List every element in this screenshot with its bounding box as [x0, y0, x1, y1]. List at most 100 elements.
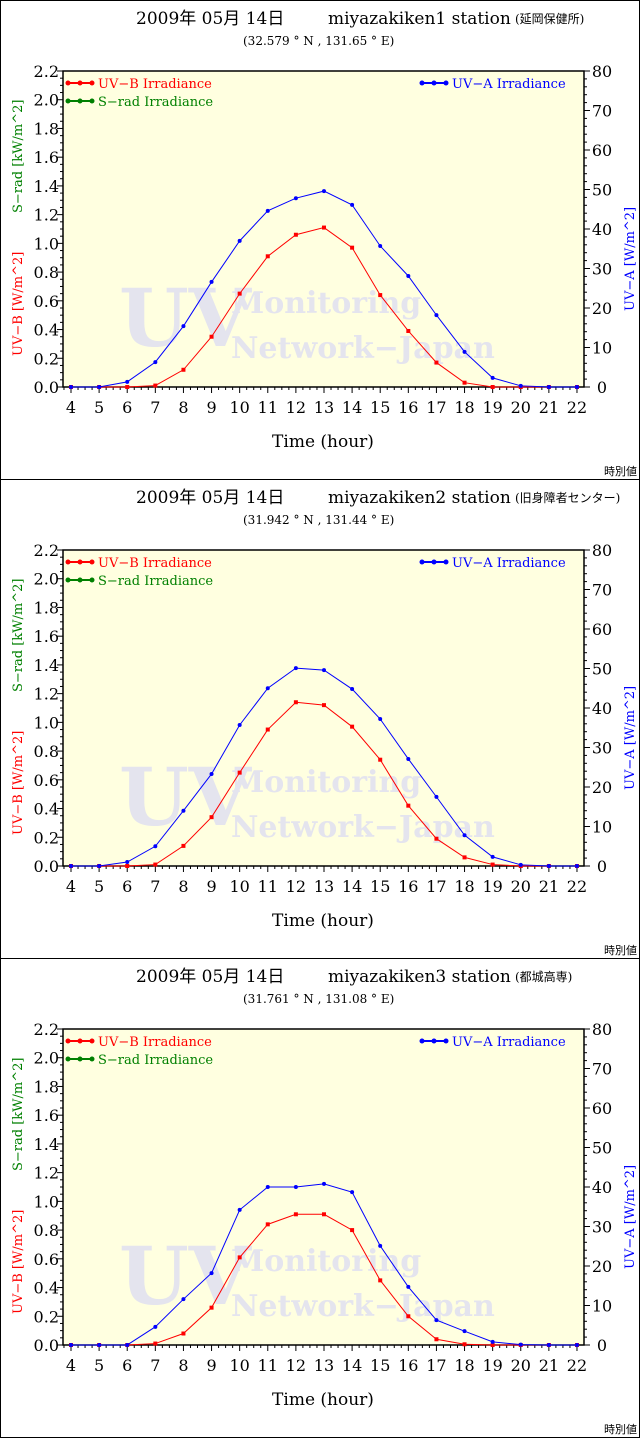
data-point-uvb	[490, 385, 495, 389]
data-point-uvb	[321, 1212, 326, 1217]
y-right-axis-title-uva: UV−A [W/m^2]	[623, 686, 638, 790]
x-tick-label: 19	[482, 398, 502, 417]
station-name: miyazakiken3 station	[328, 967, 511, 987]
y-right-tick-label: 80	[592, 62, 612, 81]
legend-uva-label: UV−A Irradiance	[452, 77, 566, 92]
x-tick-label: 12	[286, 398, 306, 417]
data-point-uvb	[181, 843, 186, 848]
x-tick-label: 13	[314, 1356, 334, 1375]
y-left-tick-label: 2.2	[34, 541, 59, 560]
x-tick-label: 18	[454, 877, 474, 896]
y-left-tick-label: 0.2	[34, 828, 59, 847]
y-right-axis-title-uva: UV−A [W/m^2]	[623, 207, 638, 311]
legend-srad-label: S−rad Irradiance	[98, 574, 213, 589]
x-tick-label: 8	[178, 1356, 188, 1375]
chart-svg: 2009年 05月 14日 miyazakiken3 station (都城高専) (…	[11, 967, 638, 1436]
x-tick-label: 21	[539, 1356, 559, 1375]
y-left-tick-label: 0.6	[34, 1250, 59, 1269]
data-point-uvb	[265, 1222, 270, 1227]
data-point-uva	[209, 771, 214, 776]
y-right-tick-label: 70	[592, 1060, 612, 1079]
y-right-tick-label: 10	[592, 339, 612, 358]
legend-srad-marker	[89, 1056, 95, 1062]
data-point-uvb	[209, 815, 214, 820]
y-right-tick-label: 60	[592, 1099, 612, 1118]
data-point-uva	[434, 313, 439, 318]
y-right-tick-label: 50	[592, 660, 612, 679]
x-tick-label: 20	[511, 398, 531, 417]
data-point-uvb	[378, 1278, 383, 1283]
data-point-uva	[406, 274, 411, 279]
data-point-uvb	[153, 383, 158, 388]
legend-uva-label: UV−A Irradiance	[452, 556, 566, 571]
y-left-tick-label: 1.0	[34, 713, 59, 732]
station-site: (都城高専)	[515, 969, 572, 984]
station-name: miyazakiken1 station	[328, 9, 511, 29]
legend-srad-marker	[89, 98, 95, 104]
chart-panel-1: 2009年 05月 14日 miyazakiken1 station (延岡保健所)…	[0, 0, 640, 479]
station-coords: (31.761 ° N , 131.08 ° E)	[243, 992, 394, 1006]
data-point-uvb	[181, 1331, 186, 1336]
data-point-uva	[181, 808, 186, 813]
data-point-uva	[209, 1271, 214, 1276]
x-tick-label: 17	[426, 1356, 446, 1375]
data-point-uva	[462, 349, 467, 354]
x-tick-label: 18	[454, 1356, 474, 1375]
x-tick-label: 14	[342, 1356, 362, 1375]
data-point-uvb	[434, 360, 439, 365]
data-point-uva	[321, 189, 326, 194]
legend-uvb-marker	[77, 1038, 83, 1044]
data-point-uvb	[406, 803, 411, 808]
watermark-text: Monitoring	[231, 1244, 421, 1279]
chart-svg: 2009年 05月 14日 miyazakiken2 station (旧身障者セン…	[11, 488, 638, 957]
y-right-tick-label: 50	[592, 181, 612, 200]
plot-area	[62, 1028, 585, 1346]
x-tick-label: 7	[150, 398, 160, 417]
data-point-uva	[434, 794, 439, 799]
data-point-uvb	[378, 757, 383, 762]
data-point-uva	[350, 202, 355, 207]
y-left-axis-title-uvb: UV−B [W/m^2]	[11, 1210, 26, 1314]
data-point-uvb	[321, 703, 326, 708]
y-left-tick-label: 1.8	[34, 598, 59, 617]
data-point-uva	[378, 717, 383, 722]
y-left-tick-label: 1.6	[34, 148, 59, 167]
data-point-uva	[97, 1343, 102, 1347]
y-left-tick-label: 2.0	[34, 91, 59, 110]
y-left-tick-label: 0.8	[34, 1221, 59, 1240]
x-tick-label: 15	[370, 1356, 390, 1375]
y-right-tick-label: 60	[592, 620, 612, 639]
data-point-uva	[462, 1329, 467, 1334]
y-left-tick-label: 1.6	[34, 627, 59, 646]
legend-uva-marker	[419, 80, 425, 86]
data-point-uva	[546, 864, 551, 868]
y-left-tick-label: 0.2	[34, 349, 59, 368]
watermark-text: Network−Japan	[231, 810, 495, 845]
data-point-uva	[97, 864, 102, 868]
y-left-tick-label: 0.4	[34, 800, 59, 819]
data-point-uvb	[462, 855, 467, 860]
y-left-tick-label: 1.2	[34, 206, 59, 225]
data-point-uvb	[321, 225, 326, 230]
x-tick-label: 6	[122, 877, 132, 896]
legend-uva-marker	[419, 1038, 425, 1044]
legend-uvb-marker	[77, 559, 83, 565]
data-point-uvb	[350, 245, 355, 250]
x-tick-label: 10	[229, 877, 249, 896]
y-right-axis-title-uva: UV−A [W/m^2]	[623, 1165, 638, 1269]
x-tick-label: 9	[206, 398, 216, 417]
y-right-tick-label: 40	[592, 699, 612, 718]
legend-srad-marker	[89, 577, 95, 583]
y-left-tick-label: 0.0	[34, 1336, 59, 1355]
watermark-logo: UV	[119, 750, 253, 844]
legend-srad-marker	[77, 98, 83, 104]
chart-date: 2009年 05月 14日	[136, 9, 284, 29]
x-tick-label: 9	[206, 1356, 216, 1375]
data-point-uva	[546, 385, 551, 389]
legend-uva-marker	[431, 1038, 437, 1044]
y-left-tick-label: 0.8	[34, 742, 59, 761]
x-tick-label: 6	[122, 398, 132, 417]
data-point-uva	[350, 1190, 355, 1195]
watermark-logo: UV	[119, 271, 253, 365]
data-point-uva	[69, 864, 73, 868]
